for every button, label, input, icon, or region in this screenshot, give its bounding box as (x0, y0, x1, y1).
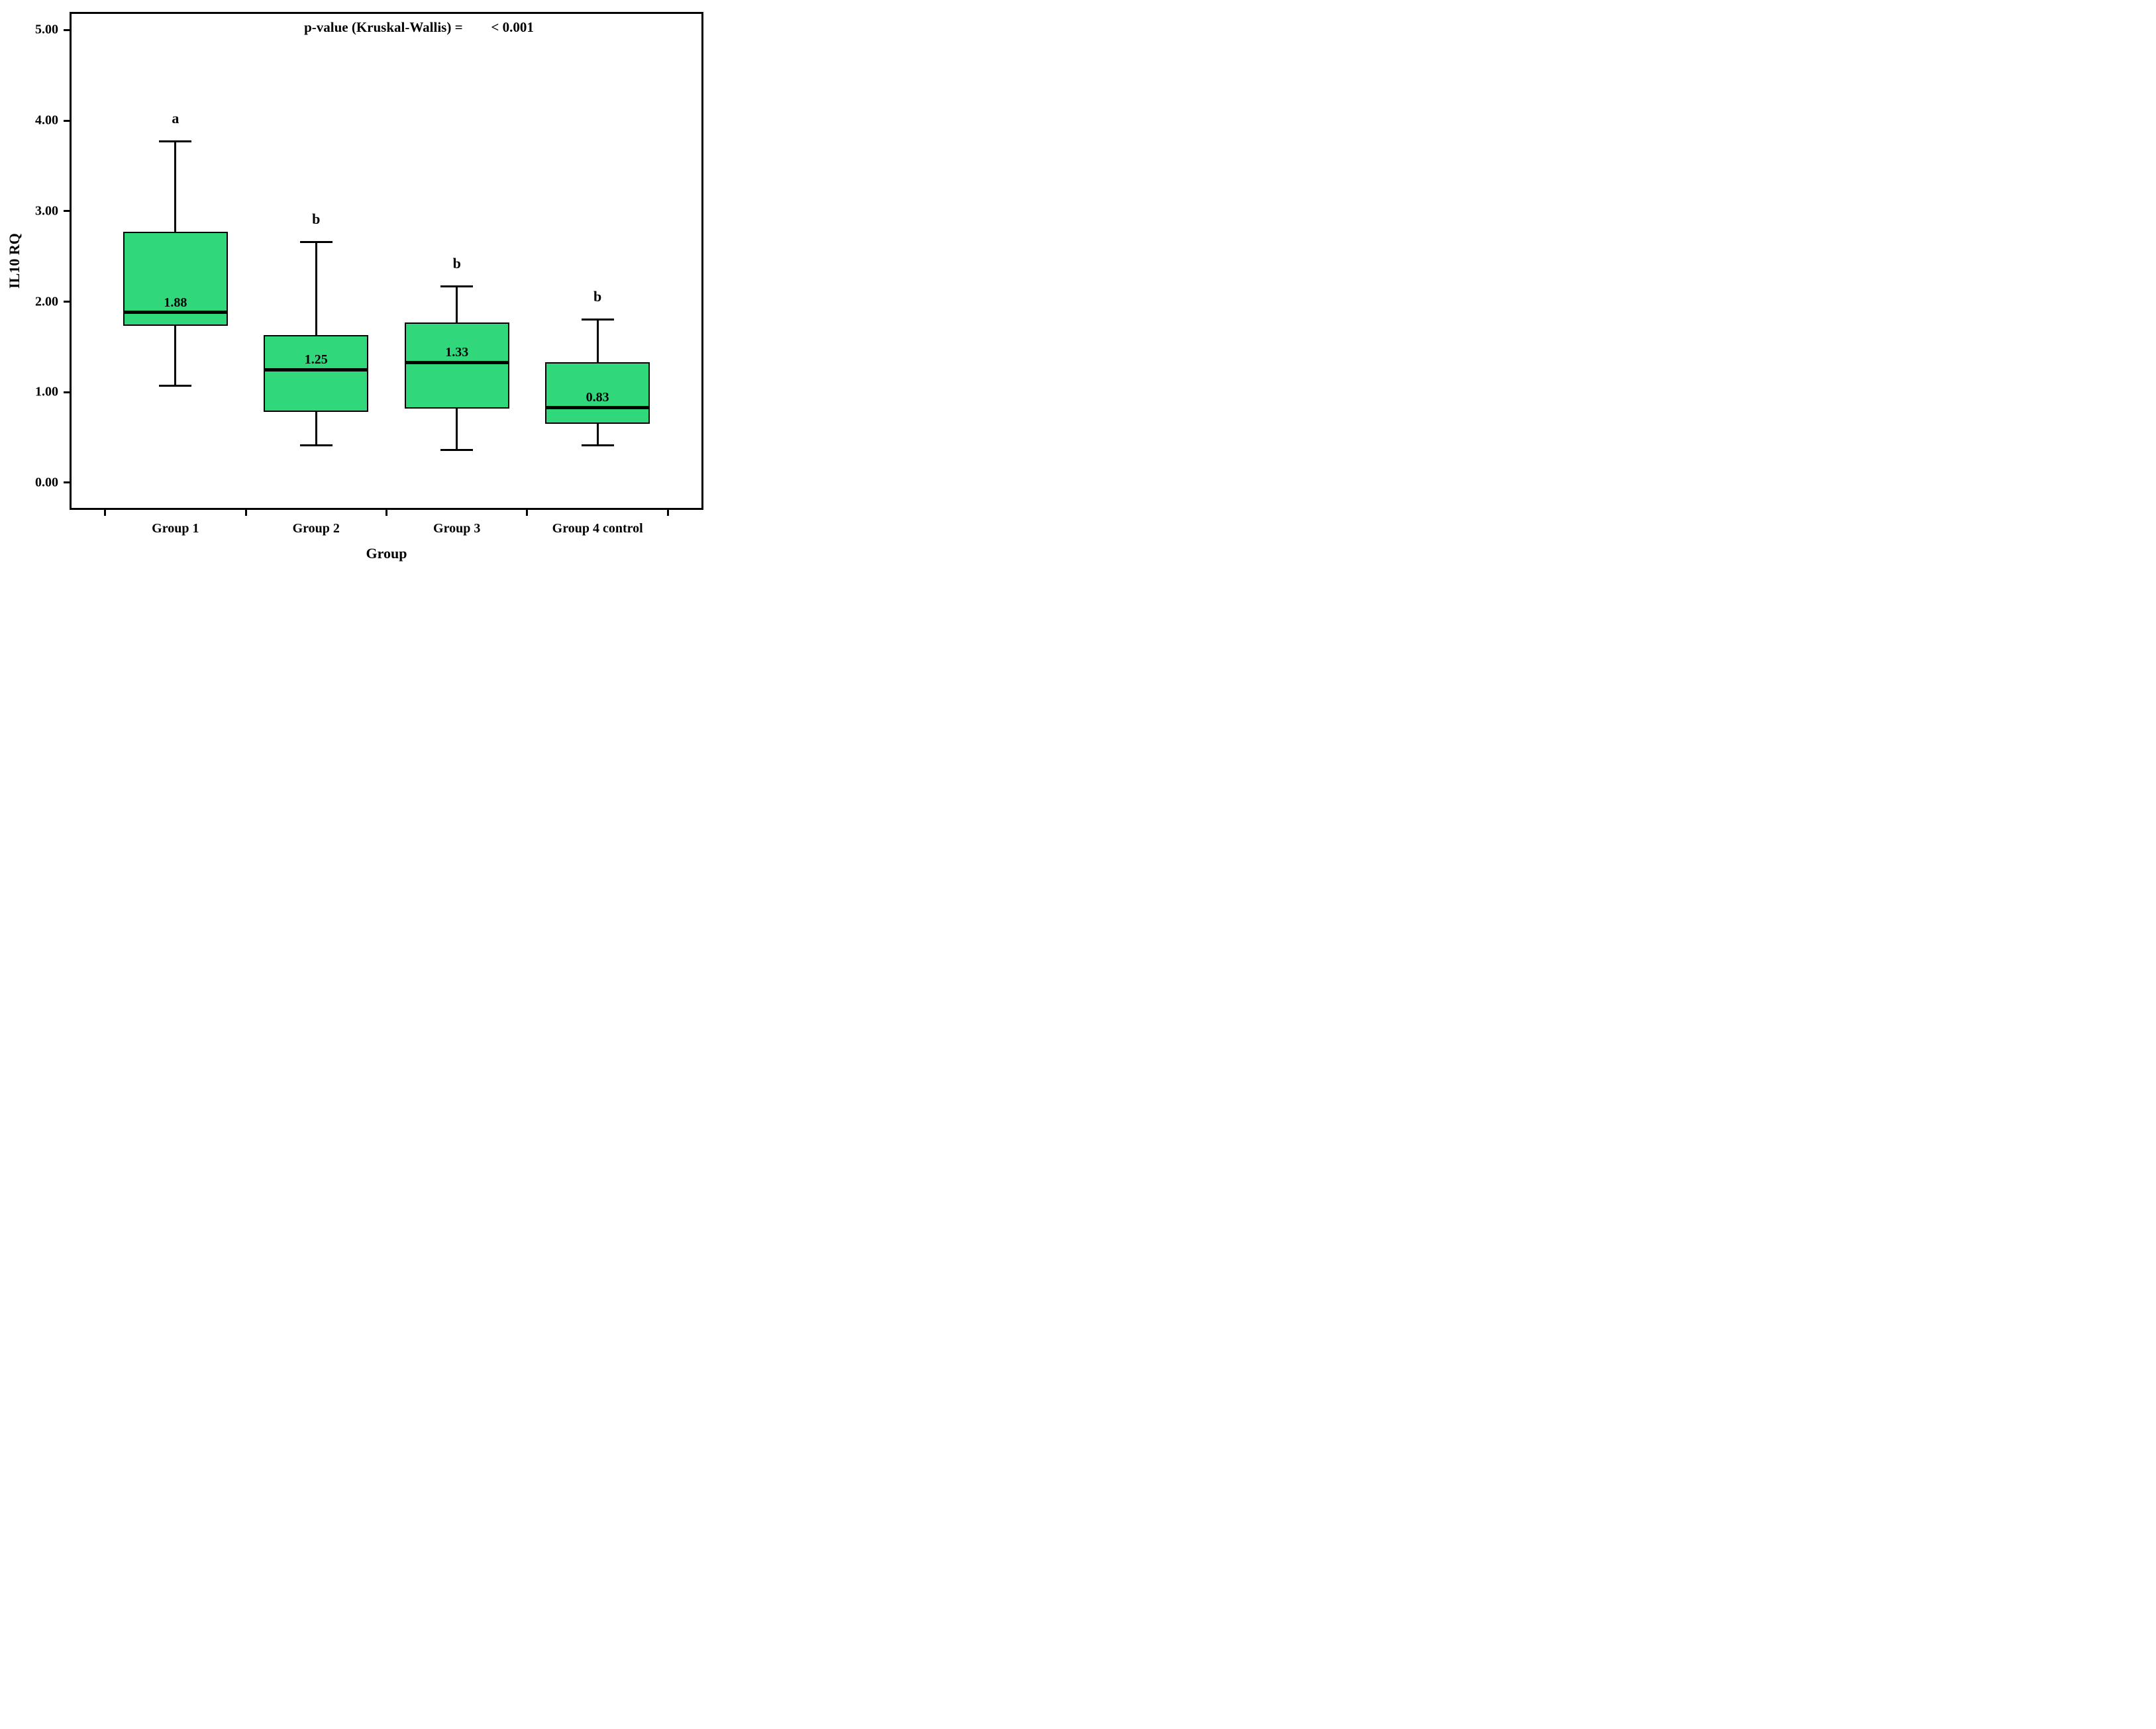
median-label: 1.33 (445, 345, 468, 360)
median-label: 0.83 (586, 390, 609, 405)
whisker-upper (456, 286, 458, 322)
y-tick-label: 2.00 (0, 294, 58, 309)
whisker-lower (597, 424, 599, 446)
whisker-upper (174, 142, 176, 232)
p-value-label: p-value (Kruskal-Wallis) = (304, 19, 463, 36)
median-label: 1.88 (164, 295, 187, 311)
y-axis-title: IL10 RQ (6, 233, 23, 289)
whisker-lower-cap (582, 444, 614, 446)
x-tick-label: Group 3 (433, 521, 480, 536)
whisker-lower (456, 409, 458, 450)
y-tick (64, 29, 70, 31)
whisker-upper-cap (582, 319, 614, 321)
x-tick-label: Group 2 (293, 521, 340, 536)
whisker-lower-cap (159, 385, 191, 387)
whisker-upper-cap (300, 241, 333, 243)
median-line (123, 311, 228, 314)
whisker-upper (597, 320, 599, 362)
median-line (545, 406, 650, 409)
y-tick (64, 481, 70, 483)
y-tick-label: 1.00 (0, 385, 58, 400)
whisker-lower-cap (440, 449, 473, 451)
x-axis-title: Group (366, 545, 407, 562)
x-tick-label: Group 4 control (552, 521, 643, 536)
boxplot-chart: 0.00 1.00 2.00 3.00 4.00 5.00 IL10 RQ Group 1 Gr… (0, 0, 719, 576)
significance-letter: b (453, 255, 461, 272)
y-tick (64, 120, 70, 122)
x-tick (667, 510, 669, 516)
y-tick-label: 4.00 (0, 113, 58, 128)
y-tick (64, 210, 70, 212)
whisker-lower (174, 326, 176, 385)
whisker-lower-cap (300, 444, 333, 446)
y-tick-label: 5.00 (0, 23, 58, 38)
box (405, 322, 509, 409)
x-tick (385, 510, 387, 516)
y-tick-label: 3.00 (0, 203, 58, 219)
median-line (264, 368, 368, 371)
box (264, 335, 368, 412)
median-line (405, 361, 509, 364)
significance-letter: b (312, 211, 320, 228)
x-tick (245, 510, 247, 516)
x-tick-label: Group 1 (152, 521, 199, 536)
whisker-upper-cap (159, 140, 191, 142)
x-tick (104, 510, 106, 516)
median-label: 1.25 (305, 352, 328, 368)
whisker-upper (315, 242, 317, 335)
significance-letter: a (172, 110, 179, 127)
y-tick (64, 391, 70, 393)
x-tick (526, 510, 528, 516)
p-value-value: < 0.001 (491, 19, 533, 36)
significance-letter: b (593, 288, 601, 305)
y-tick (64, 301, 70, 303)
whisker-lower (315, 412, 317, 446)
whisker-upper-cap (440, 285, 473, 287)
y-tick-label: 0.00 (0, 475, 58, 490)
